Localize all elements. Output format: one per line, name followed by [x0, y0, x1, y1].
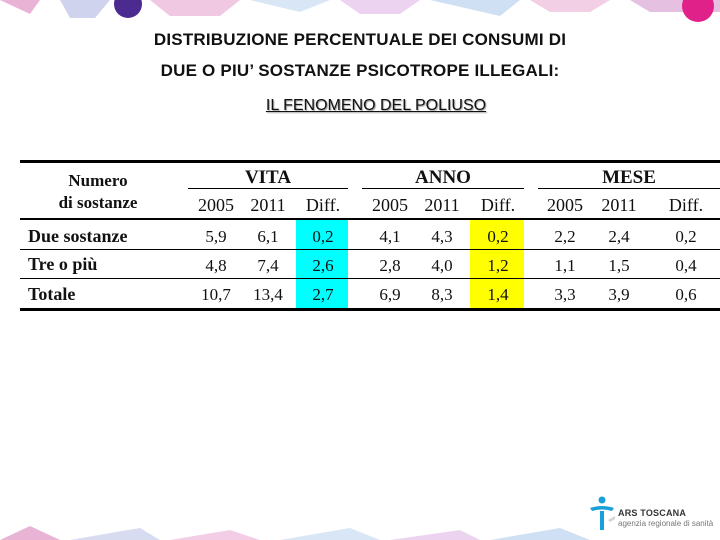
- row-label-tre-o-piu: Tre o più: [28, 254, 98, 274]
- slide-title-line-1: DISTRIBUZIONE PERCENTUALE DEI CONSUMI DI: [153, 30, 567, 49]
- cell-r1-vita-2005: 5,9: [205, 227, 227, 246]
- subheader-anno-2011: 2011: [424, 195, 460, 215]
- cell-r1-vita-2011: 6,1: [257, 227, 279, 246]
- cell-r2-mese-2005: 1,1: [554, 256, 576, 275]
- cell-r2-vita-2011: 7,4: [257, 256, 279, 275]
- row-label-totale: Totale: [28, 284, 76, 304]
- group-header-vita: VITA: [244, 167, 292, 188]
- cell-r1-vita-diff: 0,2: [312, 227, 334, 246]
- highlight-anno-diff: [470, 219, 524, 308]
- table-top-rule: [20, 160, 720, 163]
- subheader-vita-2005: 2005: [198, 195, 234, 215]
- subheader-mese-2011: 2011: [601, 195, 637, 215]
- subheader-vita-2011: 2011: [250, 195, 286, 215]
- cell-r3-vita-2005: 10,7: [201, 285, 231, 304]
- logo-text-line-1: ARS TOSCANA: [618, 508, 687, 518]
- logo-text-line-2: agenzia regionale di sanità: [618, 519, 714, 528]
- cell-r3-anno-2011: 8,3: [431, 285, 453, 304]
- header-bottom-rule: [20, 218, 720, 220]
- ars-toscana-logo: ARS TOSCANA agenzia regionale di sanità: [588, 494, 714, 534]
- corner-header-line-2: di sostanze: [58, 193, 138, 212]
- highlight-vita-diff: [296, 219, 348, 308]
- cell-r1-mese-2011: 2,4: [608, 227, 630, 246]
- subheader-mese-2005: 2005: [547, 195, 583, 215]
- subheader-vita-diff: Diff.: [305, 195, 341, 215]
- row-label-due-sostanze: Due sostanze: [28, 226, 128, 246]
- group-header-mese: MESE: [602, 167, 656, 188]
- cell-r2-mese-2011: 1,5: [608, 256, 630, 275]
- corner-header-line-1: Numero: [68, 171, 128, 190]
- cell-r3-anno-diff: 1,4: [487, 285, 509, 304]
- cell-r1-mese-diff: 0,2: [675, 227, 697, 246]
- row-rule-1: [20, 249, 720, 250]
- cell-r1-mese-2005: 2,2: [554, 227, 576, 246]
- cell-r3-mese-2011: 3,9: [608, 285, 630, 304]
- cell-r1-anno-diff: 0,2: [487, 227, 509, 246]
- slide-subtitle: IL FENOMENO DEL POLIUSO: [265, 97, 487, 114]
- polyuse-table: Numero di sostanze VITA ANNO MESE 2005 2…: [20, 160, 720, 312]
- group-rule-mese: [538, 188, 720, 189]
- slide-title: DISTRIBUZIONE PERCENTUALE DEI CONSUMI DI…: [60, 24, 660, 86]
- subheader-anno-diff: Diff.: [480, 195, 516, 215]
- row-rule-2: [20, 278, 720, 279]
- subheader-mese-diff: Diff.: [668, 195, 704, 215]
- cell-r2-anno-2011: 4,0: [431, 256, 453, 275]
- cell-r3-anno-2005: 6,9: [379, 285, 401, 304]
- cell-r3-vita-diff: 2,7: [312, 285, 334, 304]
- cell-r3-mese-diff: 0,6: [675, 285, 697, 304]
- group-rule-anno: [362, 188, 524, 189]
- table-bottom-rule: [20, 308, 720, 311]
- cell-r2-anno-diff: 1,2: [487, 256, 509, 275]
- cell-r3-vita-2011: 13,4: [253, 285, 283, 304]
- slide-title-line-2: DUE O PIU’ SOSTANZE PSICOTROPE ILLEGALI:: [160, 61, 560, 80]
- cell-r2-mese-diff: 0,4: [675, 256, 697, 275]
- decorative-banner-top: [0, 0, 720, 22]
- cell-r3-mese-2005: 3,3: [554, 285, 576, 304]
- cell-r1-anno-2005: 4,1: [379, 227, 401, 246]
- decorative-banner-bottom: [0, 518, 720, 540]
- logo-figure-icon: [590, 496, 615, 530]
- cell-r2-vita-diff: 2,6: [312, 256, 334, 275]
- cell-r2-vita-2005: 4,8: [205, 256, 227, 275]
- subheader-anno-2005: 2005: [372, 195, 408, 215]
- cell-r2-anno-2005: 2,8: [379, 256, 401, 275]
- cell-r1-anno-2011: 4,3: [431, 227, 453, 246]
- group-header-anno: ANNO: [415, 167, 471, 188]
- group-rule-vita: [188, 188, 348, 189]
